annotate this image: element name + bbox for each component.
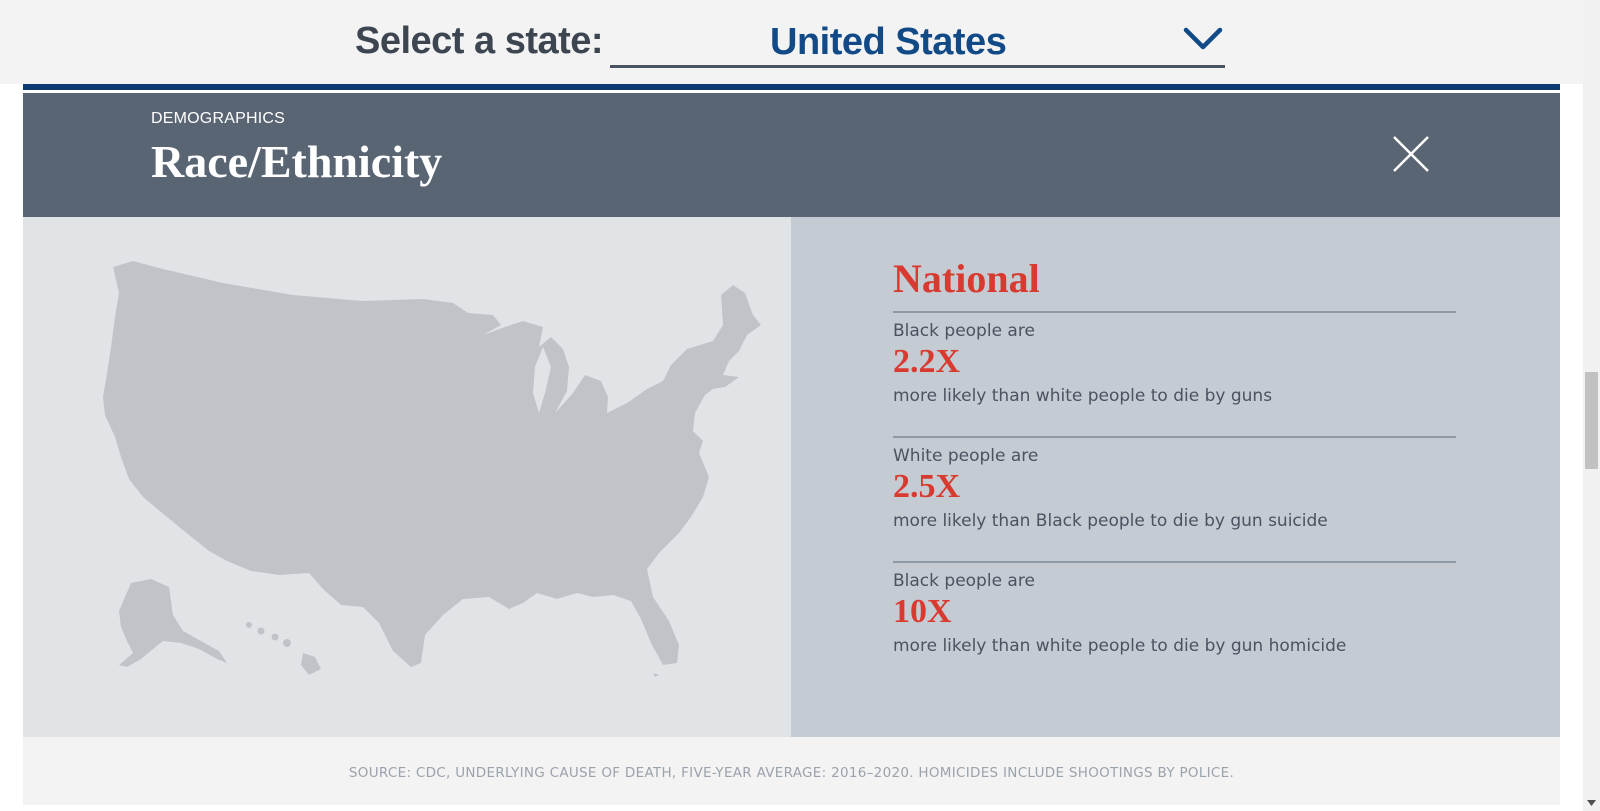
- source-note: SOURCE: CDC, UNDERLYING CAUSE OF DEATH, …: [348, 765, 1235, 781]
- panel-header: DEMOGRAPHICS Race/Ethnicity: [23, 93, 1560, 217]
- stat-item: Black people are 10X more likely than wh…: [893, 571, 1456, 656]
- region-title: National: [893, 256, 1040, 301]
- stat-value: 2.5X: [893, 468, 961, 505]
- stat-description: more likely than white people to die by …: [893, 386, 1273, 407]
- stat-divider: [893, 561, 1456, 563]
- stat-divider: [893, 436, 1456, 438]
- header-rule: [23, 84, 1560, 90]
- scrollbar-thumb[interactable]: [1585, 372, 1598, 469]
- stat-value: 2.2X: [893, 343, 961, 380]
- state-selector-bar: Select a state: United States: [0, 0, 1583, 84]
- panel-eyebrow: DEMOGRAPHICS: [151, 110, 285, 127]
- source-footer: SOURCE: CDC, UNDERLYING CAUSE OF DEATH, …: [23, 737, 1560, 805]
- scroll-down-arrow-icon[interactable]: [1586, 798, 1597, 808]
- state-dropdown-value: United States: [770, 21, 1007, 63]
- stat-item: White people are 2.5X more likely than B…: [893, 446, 1456, 531]
- stat-description: more likely than Black people to die by …: [893, 511, 1328, 532]
- chevron-down-icon: [1183, 27, 1223, 50]
- panel-title: Race/Ethnicity: [151, 136, 443, 187]
- stat-divider: [893, 311, 1456, 313]
- stat-item: Black people are 2.2X more likely than w…: [893, 321, 1456, 406]
- stat-description: more likely than white people to die by …: [893, 636, 1347, 657]
- stats-pane: National Black people are 2.2X more like…: [791, 217, 1560, 737]
- stat-intro: Black people are: [893, 571, 1035, 591]
- close-icon[interactable]: [1392, 135, 1430, 173]
- stat-value: 10X: [893, 593, 952, 630]
- stat-intro: White people are: [893, 446, 1039, 466]
- select-state-label: Select a state:: [355, 20, 604, 62]
- us-map-icon: [103, 261, 761, 677]
- stat-intro: Black people are: [893, 321, 1035, 341]
- map-pane: [23, 217, 791, 737]
- state-dropdown[interactable]: United States: [610, 14, 1225, 68]
